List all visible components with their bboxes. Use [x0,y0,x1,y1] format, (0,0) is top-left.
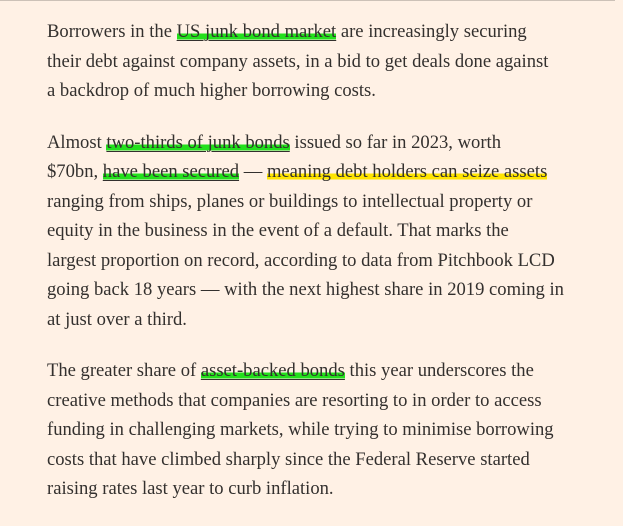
text-line: their debt against company assets, in a … [47,47,617,77]
page: Borrowers in the US junk bond market are… [0,0,615,499]
text-run: meaning debt holders can seize assets [266,161,548,182]
text-line: largest proportion on record, according … [47,246,617,276]
article-body: Borrowers in the US junk bond market are… [47,17,617,526]
text-line: going back 18 years — with the next high… [47,275,617,305]
text-line: costs that have climbed sharply since th… [47,445,617,475]
text-run: Almost [47,131,107,153]
text-run: $70bn, [47,161,103,182]
text-line: raising rates last year to curb inflatio… [47,474,617,504]
text-line: funding in challenging markets, while tr… [47,415,617,445]
link[interactable]: asset-backed bonds [200,360,345,381]
text-line: at just over a third. [47,305,617,335]
link[interactable]: two-thirds of junk bonds [106,131,290,153]
link[interactable]: have been secured [102,161,240,182]
text-run: Borrowers in the [47,21,177,42]
text-run: creative methods that companies are reso… [47,389,542,411]
text-run: their debt against company assets, in a … [47,50,549,72]
text-run: a backdrop of much higher borrowing cost… [47,80,376,101]
text-run: largest proportion on record, according … [47,249,555,271]
text-run: ranging from ships, planes or buildings … [47,190,533,212]
text-run: The greater share of [47,360,201,381]
link[interactable]: US junk bond market [176,21,337,42]
text-run: — [239,161,267,182]
paragraph: Borrowers in the US junk bond market are… [47,17,617,106]
text-run: at just over a third. [47,308,187,330]
text-run: equity in the business in the event of a… [47,220,509,241]
text-line: equity in the business in the event of a… [47,216,617,246]
text-line: The greater share of asset-backed bonds … [47,356,617,386]
text-run: costs that have climbed sharply since th… [47,448,530,470]
text-line: creative methods that companies are reso… [47,386,617,416]
text-line: a backdrop of much higher borrowing cost… [47,76,617,106]
paragraph: The greater share of asset-backed bonds … [47,356,617,504]
text-line: Borrowers in the US junk bond market are… [47,17,617,47]
text-run: this year underscores the [344,360,534,381]
text-run: funding in challenging markets, while tr… [47,419,554,440]
text-line: ranging from ships, planes or buildings … [47,187,617,217]
divider [0,0,615,1]
text-line: $70bn, have been secured — meaning debt … [47,157,617,187]
paragraph: Almost two-thirds of junk bonds issued s… [47,128,617,335]
text-run: going back 18 years — with the next high… [47,279,564,300]
text-run: are increasingly securing [336,21,527,42]
text-run: issued so far in 2023, worth [289,131,501,153]
text-run: raising rates last year to curb inflatio… [47,478,334,499]
text-line: Almost two-thirds of junk bonds issued s… [47,128,617,158]
